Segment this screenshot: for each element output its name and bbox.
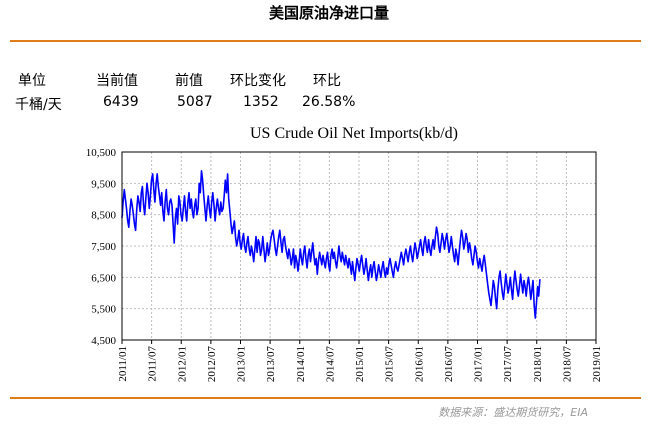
x-tick-label: 2015/01 [354, 346, 366, 382]
y-tick-label: 9,500 [91, 178, 116, 190]
source-note: 数据来源：盛达期货研究，EIA [438, 406, 588, 419]
bottom-divider [10, 397, 641, 399]
header-unit: 单位 [18, 73, 46, 89]
plot-frame [121, 151, 597, 341]
y-tick-label: 5,500 [91, 304, 116, 316]
x-tick-label: 2014/07 [324, 346, 336, 383]
x-tick-label: 2017/07 [502, 346, 514, 383]
y-tick-label: 8,500 [91, 210, 116, 222]
x-tick-label: 2013/07 [265, 346, 277, 383]
y-tick-label: 4,500 [91, 335, 116, 347]
x-tick-label: 2015/07 [384, 346, 396, 383]
page-title: 美国原油净进口量 [268, 4, 389, 22]
y-tick-label: 10,500 [86, 147, 117, 159]
value-change-pct: 26.58% [302, 94, 356, 110]
chart-title: US Crude Oil Net Imports(kb/d) [250, 125, 458, 142]
x-tick-label: 2016/01 [413, 346, 425, 382]
x-tick-label: 2011/07 [147, 346, 159, 382]
y-tick-label: 6,500 [91, 272, 116, 284]
series-line [121, 170, 541, 319]
value-change: 1352 [243, 94, 279, 110]
x-tick-label: 2013/01 [236, 346, 248, 382]
header-previous: 前值 [175, 73, 203, 89]
x-tick-label: 2016/07 [443, 346, 455, 383]
x-tick-label: 2012/01 [176, 346, 188, 382]
header-change: 环比变化 [230, 73, 286, 89]
chart-grid [121, 151, 597, 341]
x-axis: 2011/01 2011/07 2012/01 2012/07 2013/01 2013/… [117, 340, 603, 382]
x-tick-label: 2011/01 [117, 346, 129, 382]
x-tick-label: 2017/01 [473, 346, 485, 382]
y-tick-label: 7,500 [91, 241, 116, 253]
y-axis: 4,500 5,500 6,500 7,500 8,500 9,500 10,500 [86, 147, 117, 347]
x-tick-label: 2012/07 [206, 346, 218, 383]
x-tick-label: 2018/07 [561, 346, 573, 383]
x-tick-label: 2018/01 [532, 346, 544, 382]
value-current: 6439 [103, 94, 139, 110]
value-previous: 5087 [177, 94, 213, 110]
header-change-pct: 环比 [313, 73, 341, 89]
x-tick-label: 2019/01 [591, 346, 603, 382]
header-current: 当前值 [96, 73, 138, 89]
value-unit: 千桶/天 [15, 97, 62, 113]
top-divider [10, 40, 641, 42]
x-tick-label: 2014/01 [295, 346, 307, 382]
